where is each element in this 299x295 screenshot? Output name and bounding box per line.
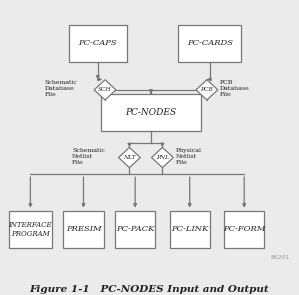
Polygon shape (196, 80, 218, 100)
Text: INTERFACE
PROGRAM: INTERFACE PROGRAM (9, 221, 52, 238)
Text: PC-NODES: PC-NODES (125, 108, 176, 117)
Text: Schematic
Database
File: Schematic Database File (45, 80, 78, 97)
Polygon shape (94, 80, 116, 100)
Text: Figure 1-1   PC-NODES Input and Output: Figure 1-1 PC-NODES Input and Output (30, 284, 269, 294)
Bar (224, 211, 264, 248)
Bar (170, 211, 210, 248)
Bar (178, 25, 241, 62)
Polygon shape (152, 148, 173, 168)
Bar (9, 211, 52, 248)
Polygon shape (118, 148, 140, 168)
Text: 86201: 86201 (271, 255, 290, 260)
Text: PC-FORM: PC-FORM (223, 225, 266, 233)
Text: Schematic
Netlist
File: Schematic Netlist File (72, 148, 105, 165)
Text: PC-PACK: PC-PACK (116, 225, 154, 233)
Text: SCH: SCH (98, 87, 112, 92)
Text: PRESIM: PRESIM (66, 225, 101, 233)
Text: NLT: NLT (123, 155, 135, 160)
Text: PC-CARDS: PC-CARDS (187, 39, 233, 47)
Text: Physical
Netlist
File: Physical Netlist File (176, 148, 202, 165)
Text: PCB: PCB (200, 87, 213, 92)
Text: PC-LINK: PC-LINK (171, 225, 208, 233)
Bar (63, 211, 103, 248)
Text: PC-CAPS: PC-CAPS (79, 39, 117, 47)
Bar (69, 25, 126, 62)
Text: PCB
Database
File: PCB Database File (220, 80, 250, 97)
Bar (115, 211, 155, 248)
Bar (101, 94, 201, 131)
Text: PNL: PNL (156, 155, 169, 160)
